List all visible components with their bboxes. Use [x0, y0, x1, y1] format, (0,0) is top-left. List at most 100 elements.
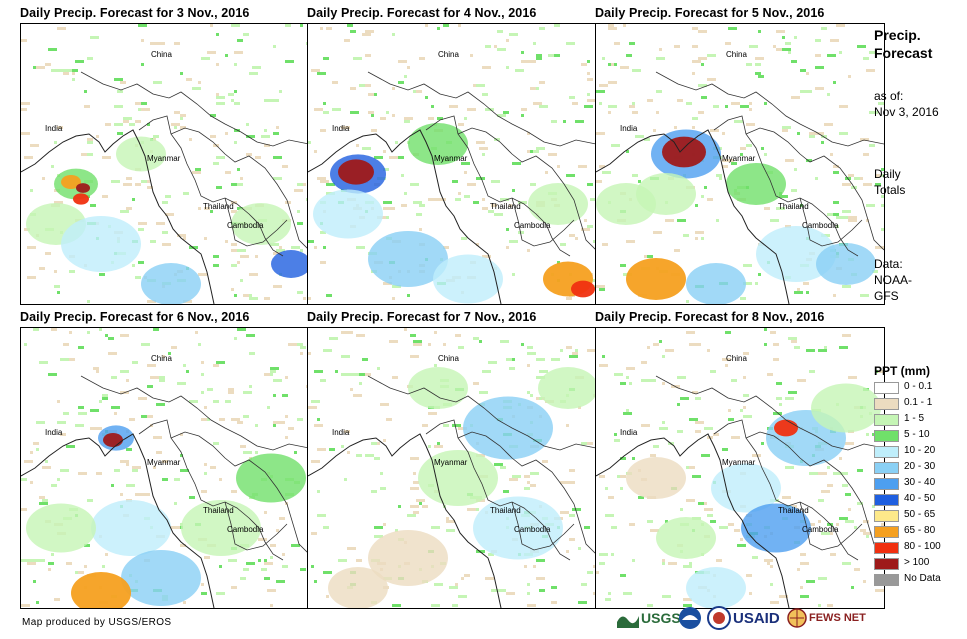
as-of-label: as of: — [874, 89, 904, 103]
forecast-panel-nov4: Daily Precip. Forecast for 4 Nov., 2016 … — [307, 6, 597, 306]
forecast-panel-nov5: Daily Precip. Forecast for 5 Nov., 2016 … — [595, 6, 885, 306]
legend-label: 5 - 10 — [904, 429, 930, 440]
data-source-line3: GFS — [874, 289, 899, 303]
map-label-thailand: Thailand — [778, 506, 809, 515]
forecast-panel-nov7: Daily Precip. Forecast for 7 Nov., 2016 … — [307, 310, 597, 610]
panel-title: Daily Precip. Forecast for 4 Nov., 2016 — [307, 6, 537, 20]
noaa-emblem-icon — [679, 607, 701, 629]
map-label-cambodia: Cambodia — [514, 525, 551, 534]
panel-title: Daily Precip. Forecast for 5 Nov., 2016 — [595, 6, 825, 20]
panel-title: Daily Precip. Forecast for 6 Nov., 2016 — [20, 310, 250, 324]
map-label-cambodia: Cambodia — [514, 221, 551, 230]
data-source-line1: Data: — [874, 257, 903, 271]
legend-swatch — [874, 446, 899, 458]
map-label-myanmar: Myanmar — [722, 154, 756, 163]
usaid-seal-icon — [707, 606, 731, 630]
fewsnet-logo: FEWS NET — [787, 604, 866, 632]
panel-title: Daily Precip. Forecast for 3 Nov., 2016 — [20, 6, 250, 20]
sidebar-title-line2: Forecast — [874, 45, 933, 61]
legend-swatch — [874, 494, 899, 506]
forecast-map: China India Myanmar Thailand Cambodia — [307, 23, 597, 305]
legend-label: 1 - 5 — [904, 413, 925, 424]
fewsnet-logo-text: FEWS NET — [809, 612, 866, 624]
legend-label: 30 - 40 — [904, 477, 936, 488]
map-label-cambodia: Cambodia — [227, 525, 264, 534]
map-label-china: China — [438, 50, 459, 59]
legend-label: 0 - 0.1 — [904, 381, 933, 392]
legend-swatch — [874, 526, 899, 538]
map-label-thailand: Thailand — [203, 506, 234, 515]
forecast-map: China India Myanmar Thailand Cambodia — [307, 327, 597, 609]
legend-swatch — [874, 542, 899, 554]
usaid-logo: USAID — [733, 604, 780, 632]
forecast-map: China India Myanmar Thailand Cambodia — [595, 327, 885, 609]
legend-label: 80 - 100 — [904, 541, 941, 552]
map-label-cambodia: Cambodia — [227, 221, 264, 230]
legend-label: 50 - 65 — [904, 509, 936, 520]
legend-swatch — [874, 414, 899, 426]
map-label-myanmar: Myanmar — [434, 458, 468, 467]
sidebar-title: Precip. Forecast — [874, 26, 932, 62]
map-label-myanmar: Myanmar — [147, 458, 181, 467]
forecast-map: China India Myanmar Thailand Cambodia — [20, 327, 310, 609]
precip-map-svg — [596, 328, 884, 608]
map-label-myanmar: Myanmar — [722, 458, 756, 467]
panel-title: Daily Precip. Forecast for 8 Nov., 2016 — [595, 310, 825, 324]
map-label-india: India — [620, 428, 638, 437]
forecast-panel-nov6: Daily Precip. Forecast for 6 Nov., 2016 … — [20, 310, 310, 610]
map-label-china: China — [151, 354, 172, 363]
precip-map-svg — [21, 328, 309, 608]
map-label-china: China — [726, 354, 747, 363]
map-label-india: India — [620, 124, 638, 133]
map-label-india: India — [332, 428, 350, 437]
precip-map-svg — [308, 24, 596, 304]
noaa-logo — [678, 604, 702, 632]
legend-label: 40 - 50 — [904, 493, 936, 504]
totals-line1: Daily — [874, 167, 901, 181]
legend-label: > 100 — [904, 557, 930, 568]
map-label-china: China — [151, 50, 172, 59]
forecast-panel-nov8: Daily Precip. Forecast for 8 Nov., 2016 … — [595, 310, 885, 610]
map-label-thailand: Thailand — [490, 202, 521, 211]
as-of-value: Nov 3, 2016 — [874, 105, 939, 119]
map-label-china: China — [726, 50, 747, 59]
data-source: Data: NOAA- GFS — [874, 256, 912, 304]
forecast-panel-nov3: Daily Precip. Forecast for 3 Nov., 2016 … — [20, 6, 310, 306]
sidebar-title-line1: Precip. — [874, 27, 921, 43]
usgs-wave-icon — [617, 616, 639, 628]
map-label-myanmar: Myanmar — [434, 154, 468, 163]
globe-icon — [787, 608, 807, 628]
map-label-china: China — [438, 354, 459, 363]
legend-swatch — [874, 398, 899, 410]
map-label-cambodia: Cambodia — [802, 525, 839, 534]
legend-swatch — [874, 478, 899, 490]
legend-swatch — [874, 382, 899, 394]
as-of-date: as of: Nov 3, 2016 — [874, 88, 939, 120]
legend-label: 20 - 30 — [904, 461, 936, 472]
legend-swatch — [874, 430, 899, 442]
precip-map-svg — [596, 24, 884, 304]
map-credit: Map produced by USGS/EROS — [22, 617, 172, 628]
usgs-logo: USGS — [617, 604, 681, 632]
legend-title: PPT (mm) — [874, 364, 931, 378]
usaid-logo-text: USAID — [733, 609, 780, 627]
map-label-thailand: Thailand — [203, 202, 234, 211]
map-label-thailand: Thailand — [490, 506, 521, 515]
usgs-logo-text: USGS — [641, 610, 681, 626]
legend-label: 65 - 80 — [904, 525, 936, 536]
legend-swatch — [874, 574, 899, 586]
legend-label: No Data — [904, 573, 941, 584]
map-label-india: India — [45, 428, 63, 437]
forecast-map: China India Myanmar Thailand Cambodia — [20, 23, 310, 305]
panel-title: Daily Precip. Forecast for 7 Nov., 2016 — [307, 310, 537, 324]
map-label-india: India — [332, 124, 350, 133]
totals-note: Daily Totals — [874, 166, 905, 198]
legend-label: 0.1 - 1 — [904, 397, 933, 408]
map-label-thailand: Thailand — [778, 202, 809, 211]
precip-map-svg — [308, 328, 596, 608]
totals-line2: Totals — [874, 183, 906, 197]
map-label-cambodia: Cambodia — [802, 221, 839, 230]
legend-swatch — [874, 510, 899, 522]
forecast-map: China India Myanmar Thailand Cambodia — [595, 23, 885, 305]
data-source-line2: NOAA- — [874, 273, 913, 287]
